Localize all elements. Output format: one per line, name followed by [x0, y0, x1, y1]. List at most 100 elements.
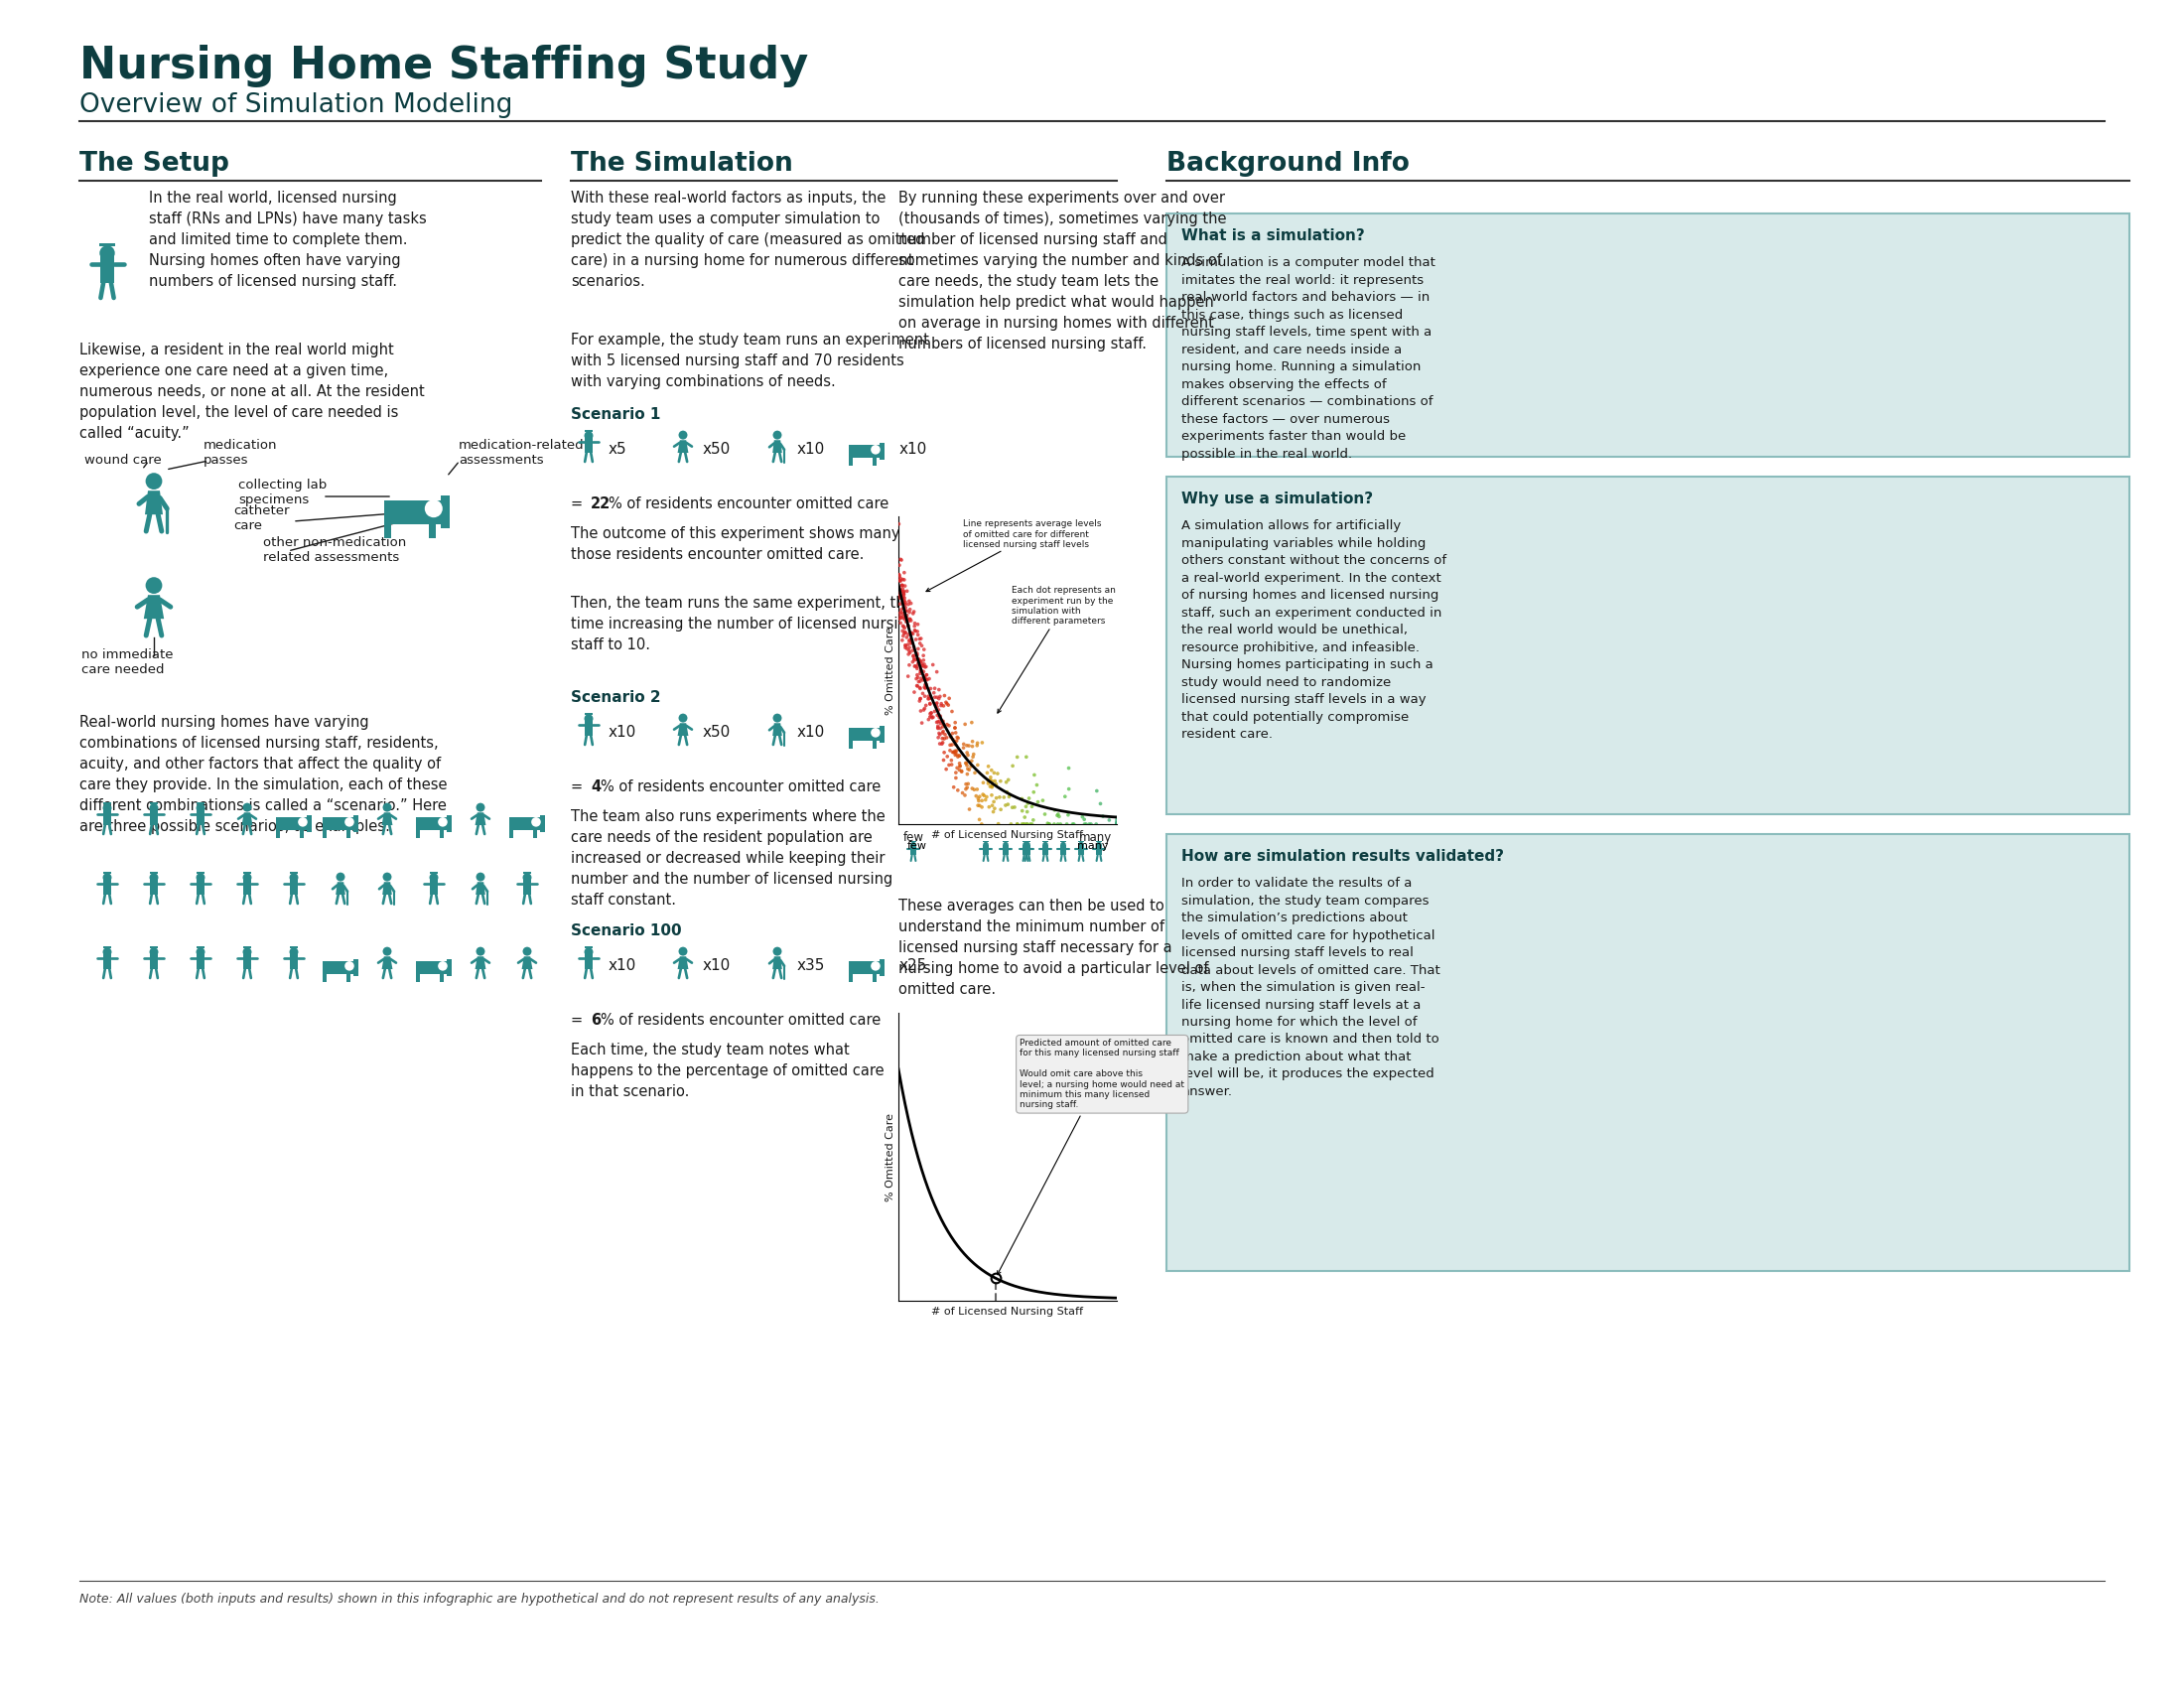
Polygon shape — [773, 441, 782, 452]
Point — [950, 761, 985, 788]
Circle shape — [439, 817, 448, 827]
Point — [976, 795, 1011, 822]
Point — [974, 768, 1009, 795]
Point — [889, 598, 924, 625]
Point — [933, 731, 968, 758]
Point — [1051, 802, 1085, 829]
Point — [935, 724, 970, 751]
Point — [900, 653, 935, 680]
Circle shape — [430, 873, 439, 881]
Point — [950, 741, 985, 768]
Text: Scenario 100: Scenario 100 — [570, 923, 681, 939]
Text: x10: x10 — [900, 442, 928, 457]
Bar — [850, 962, 885, 974]
Point — [948, 771, 983, 798]
Point — [913, 702, 948, 729]
Circle shape — [585, 947, 594, 957]
Point — [887, 581, 922, 608]
Polygon shape — [476, 812, 485, 825]
Point — [926, 714, 961, 741]
Point — [919, 689, 954, 716]
Point — [885, 596, 919, 623]
Point — [946, 734, 981, 761]
Point — [948, 775, 983, 802]
Point — [885, 601, 919, 628]
Point — [1072, 810, 1107, 837]
Point — [887, 623, 922, 650]
Point — [909, 667, 943, 694]
Point — [937, 741, 972, 768]
Point — [978, 770, 1013, 797]
Point — [939, 719, 974, 746]
Point — [961, 785, 996, 812]
Point — [882, 574, 917, 601]
Point — [943, 753, 978, 780]
Point — [1033, 810, 1068, 837]
Polygon shape — [677, 441, 688, 452]
Point — [900, 635, 935, 662]
Point — [924, 690, 959, 717]
Point — [889, 594, 924, 621]
Text: By running these experiments over and over
(thousands of times), sometimes varyi: By running these experiments over and ov… — [898, 191, 1227, 351]
Point — [941, 724, 976, 751]
Point — [1031, 810, 1066, 837]
Polygon shape — [382, 881, 391, 895]
Point — [887, 577, 922, 604]
Point — [885, 576, 919, 603]
Point — [882, 565, 917, 592]
Point — [937, 738, 972, 765]
Point — [937, 714, 972, 741]
Point — [895, 598, 930, 625]
Point — [996, 753, 1031, 780]
Point — [926, 707, 961, 734]
Point — [887, 591, 922, 618]
Circle shape — [871, 446, 880, 454]
Text: no immediate
care needed: no immediate care needed — [81, 648, 173, 677]
Point — [981, 810, 1016, 837]
Point — [937, 739, 972, 766]
Text: =: = — [570, 1013, 587, 1028]
Bar — [290, 954, 297, 969]
Point — [889, 633, 924, 660]
Point — [1020, 788, 1055, 815]
Text: In the real world, licensed nursing
staff (RNs and LPNs) have many tasks
and lim: In the real world, licensed nursing staf… — [149, 191, 426, 289]
Bar — [197, 879, 205, 895]
Point — [941, 749, 976, 776]
Polygon shape — [382, 957, 393, 969]
Text: A simulation allows for artificially
manipulating variables while holding
others: A simulation allows for artificially man… — [1182, 520, 1446, 741]
Point — [887, 619, 922, 647]
Circle shape — [679, 947, 688, 955]
Point — [882, 545, 917, 572]
Point — [898, 613, 933, 640]
Bar — [983, 846, 989, 856]
Point — [939, 741, 974, 768]
Point — [972, 753, 1007, 780]
Point — [893, 606, 928, 633]
Point — [913, 699, 948, 726]
Point — [922, 684, 957, 711]
Point — [974, 773, 1009, 800]
Bar — [533, 830, 537, 837]
Bar — [441, 830, 443, 837]
Point — [893, 626, 928, 653]
Bar — [509, 817, 544, 830]
Point — [941, 756, 976, 783]
Bar — [428, 523, 437, 538]
Point — [970, 766, 1005, 793]
Text: Overview of Simulation Modeling: Overview of Simulation Modeling — [79, 93, 513, 118]
Point — [919, 658, 954, 685]
Point — [957, 776, 992, 803]
Text: Nursing Home Staffing Study: Nursing Home Staffing Study — [79, 44, 808, 88]
Circle shape — [103, 803, 111, 812]
Point — [887, 559, 922, 586]
Point — [911, 667, 946, 694]
Point — [926, 746, 961, 773]
X-axis label: # of Licensed Nursing Staff: # of Licensed Nursing Staff — [933, 1307, 1083, 1317]
Point — [1075, 810, 1109, 837]
Point — [906, 647, 941, 674]
Point — [939, 760, 974, 787]
Point — [926, 682, 961, 709]
Point — [895, 630, 930, 657]
Point — [882, 552, 917, 579]
Point — [904, 658, 939, 685]
